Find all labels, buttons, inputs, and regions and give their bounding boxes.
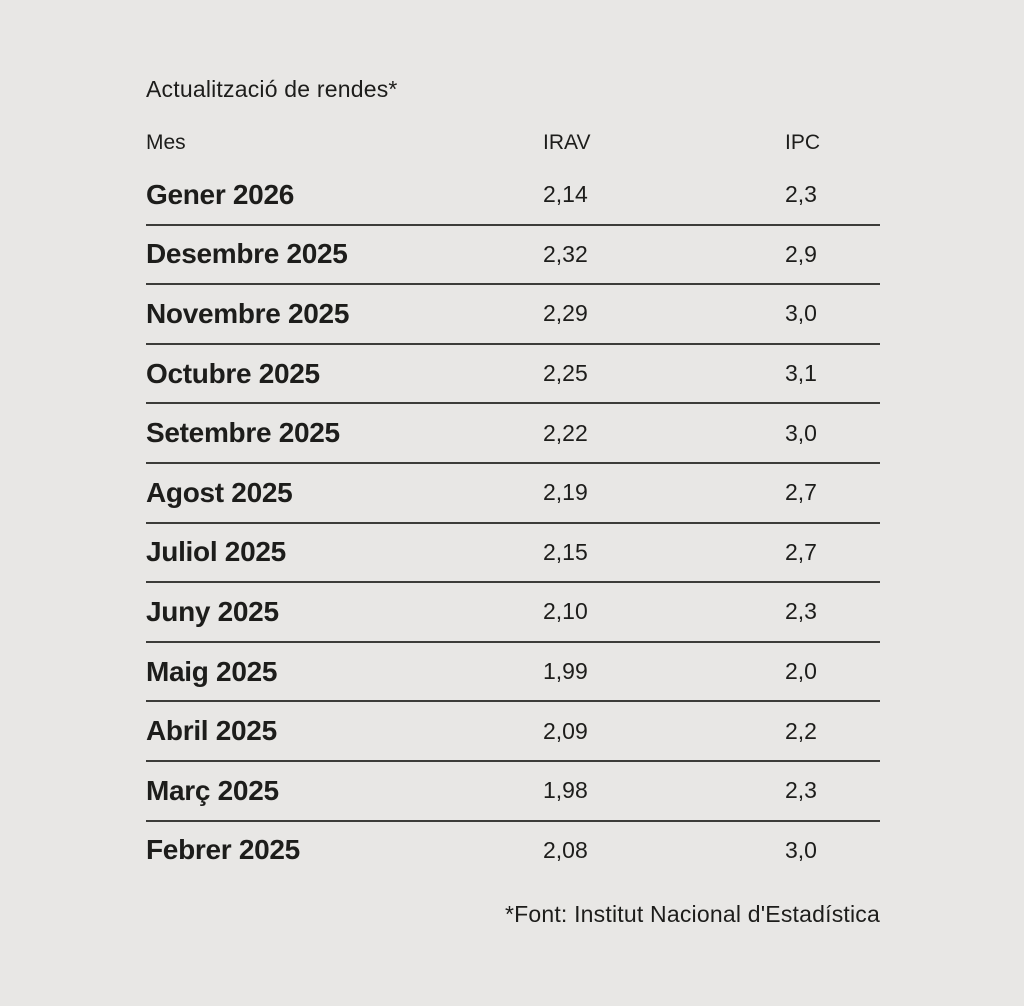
month-cell: Abril 2025 [146,715,277,747]
irav-cell: 2,15 [543,538,588,565]
irav-cell: 2,19 [543,479,588,506]
source-footnote: *Font: Institut Nacional d'Estadística [504,901,880,927]
ipc-cell: 2,3 [785,181,817,208]
column-header-ipc: IPC [785,131,821,154]
month-cell: Maig 2025 [146,655,278,687]
table-row: Desembre 2025 2,32 2,9 [146,226,880,286]
ipc-cell: 2,0 [785,658,817,685]
table-row: Abril 2025 2,09 2,2 [146,702,880,762]
month-cell: Juliol 2025 [146,536,286,568]
month-cell: Agost 2025 [146,476,293,508]
table-row: Octubre 2025 2,25 3,1 [146,345,880,405]
ipc-cell: 3,0 [785,419,817,446]
table-row: Setembre 2025 2,22 3,0 [146,404,880,464]
irav-cell: 2,09 [543,717,588,744]
table-header-row: Mes IRAV IPC [146,120,880,166]
irav-cell: 2,32 [543,240,588,267]
ipc-cell: 2,7 [785,538,817,565]
irav-cell: 2,29 [543,300,588,327]
ipc-cell: 2,3 [785,777,817,804]
irav-cell: 2,14 [543,181,588,208]
irav-cell: 1,98 [543,777,588,804]
irav-cell: 2,25 [543,360,588,387]
month-cell: Març 2025 [146,774,279,806]
irav-cell: 1,99 [543,658,588,685]
month-cell: Juny 2025 [146,595,279,627]
table-row: Juliol 2025 2,15 2,7 [146,524,880,584]
irav-cell: 2,08 [543,836,588,863]
table-row: Agost 2025 2,19 2,7 [146,464,880,524]
ipc-cell: 3,0 [785,300,817,327]
ipc-cell: 2,7 [785,479,817,506]
ipc-cell: 2,2 [785,717,817,744]
ipc-cell: 3,0 [785,836,817,863]
table-row: Maig 2025 1,99 2,0 [146,643,880,703]
month-cell: Novembre 2025 [146,297,350,329]
column-header-mes: Mes [146,131,186,154]
ipc-cell: 2,9 [785,240,817,267]
table-row: Març 2025 1,98 2,3 [146,762,880,822]
month-cell: Octubre 2025 [146,357,320,389]
table-row: Juny 2025 2,10 2,3 [146,583,880,643]
column-header-irav: IRAV [543,131,591,154]
irav-cell: 2,22 [543,419,588,446]
month-cell: Desembre 2025 [146,238,348,270]
month-cell: Gener 2026 [146,178,294,210]
rent-index-table: Mes IRAV IPC Gener 2026 2,14 2,3 Desembr… [146,120,880,879]
table-row: Novembre 2025 2,29 3,0 [146,285,880,345]
month-cell: Febrer 2025 [146,834,300,866]
month-cell: Setembre 2025 [146,417,340,449]
irav-cell: 2,10 [543,598,588,625]
ipc-cell: 3,1 [785,360,817,387]
ipc-cell: 2,3 [785,598,817,625]
page-title: Actualització de rendes* [146,76,398,102]
table-row: Febrer 2025 2,08 3,0 [146,822,880,880]
table-row: Gener 2026 2,14 2,3 [146,166,880,226]
